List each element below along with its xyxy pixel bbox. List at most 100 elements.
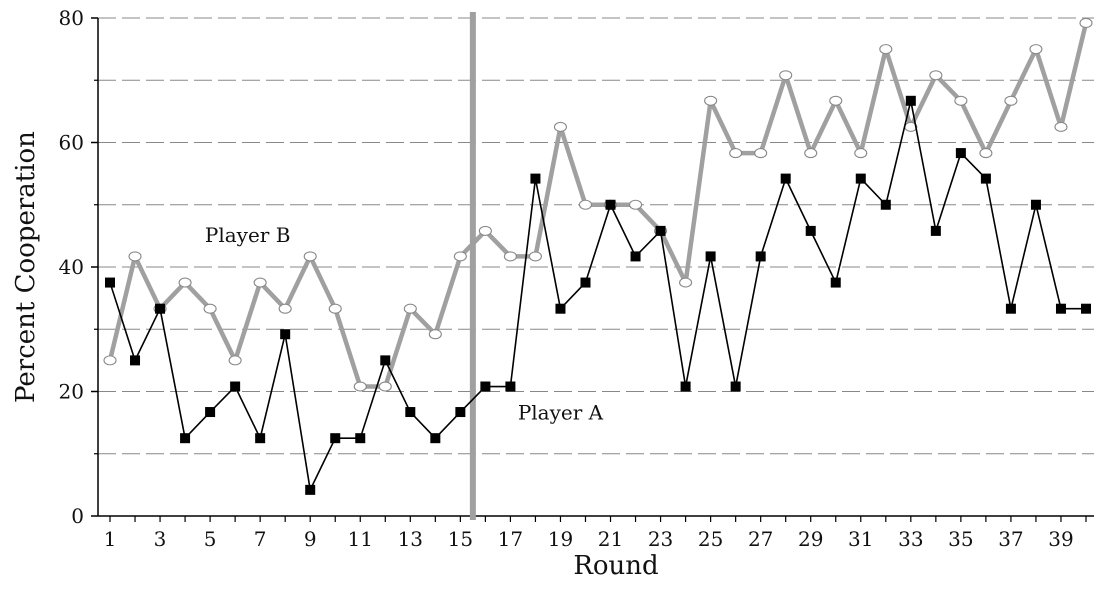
player-a-point — [155, 303, 166, 314]
x-tick-label: 13 — [398, 527, 423, 551]
x-tick-label: 25 — [698, 527, 723, 551]
y-axis-title: Percent Cooperation — [11, 131, 41, 403]
axes — [91, 17, 1094, 522]
player-a-point — [355, 433, 366, 444]
x-tick-label: 7 — [254, 527, 267, 551]
player-b-point — [553, 121, 568, 132]
player-b-point — [704, 95, 718, 106]
player-a-point — [280, 329, 291, 340]
player-a-point — [1005, 303, 1016, 314]
x-tick-label: 37 — [998, 527, 1023, 551]
player-b-point — [203, 303, 217, 314]
player-a-point — [180, 433, 191, 444]
player-a-point — [1081, 303, 1091, 314]
player-b-point — [128, 251, 142, 262]
x-tick-label: 1 — [104, 527, 117, 551]
x-tick-label: 11 — [348, 527, 373, 551]
y-tick-label: 40 — [59, 255, 84, 279]
player-a-point — [805, 225, 816, 236]
player-b-point — [278, 303, 292, 314]
player-b-point — [378, 381, 392, 392]
player-b-line — [107, 22, 1089, 389]
player-b-point — [228, 355, 242, 366]
x-tick-label: 29 — [798, 527, 823, 551]
player-b-point — [353, 381, 367, 392]
x-tick-label: 19 — [548, 527, 573, 551]
player-a-line — [109, 99, 1086, 491]
player-b-point — [478, 225, 492, 236]
x-tick-label: 15 — [448, 527, 473, 551]
x-tick-label: 31 — [848, 527, 873, 551]
player-b-point — [578, 199, 593, 210]
x-tick-label: 39 — [1048, 527, 1073, 551]
player-b-point — [1054, 121, 1068, 132]
player-a-point — [505, 381, 516, 392]
player-b-point — [804, 148, 818, 159]
series — [103, 17, 1093, 495]
player-a-point — [105, 277, 115, 288]
player-b-point — [829, 95, 843, 106]
player-a-point — [655, 225, 666, 236]
player-a-point — [130, 355, 141, 366]
player-a-point — [255, 433, 266, 444]
player-a-point — [955, 148, 966, 159]
player-a-point — [905, 95, 916, 106]
player-b-point — [954, 95, 968, 106]
player-a-point — [780, 173, 791, 184]
player-b-point — [879, 44, 893, 55]
player-b-point — [178, 277, 192, 288]
player-b-point — [1004, 95, 1018, 106]
player-b-point — [1029, 44, 1043, 55]
x-tick-label: 9 — [304, 527, 317, 551]
player-a-point — [330, 433, 341, 444]
player-a-point — [555, 303, 566, 314]
player-a-point — [705, 251, 716, 262]
player-b-point — [979, 148, 993, 159]
x-tick-label: 33 — [898, 527, 923, 551]
player-a-point — [455, 407, 466, 418]
x-tick-label: 21 — [598, 527, 623, 551]
y-tick-label: 60 — [59, 131, 84, 155]
player-b-point — [453, 251, 467, 262]
player-b-point — [403, 303, 417, 314]
x-tick-label: 17 — [498, 527, 523, 551]
y-tick-label: 20 — [59, 380, 84, 404]
player-b-point — [754, 148, 768, 159]
player-b-point — [679, 277, 693, 288]
player-a-point — [855, 173, 866, 184]
player-b-point — [729, 148, 743, 159]
x-tick-label: 27 — [748, 527, 773, 551]
player-a-point — [430, 433, 441, 444]
player-a-point — [980, 173, 991, 184]
player-b-point — [428, 329, 442, 340]
series-annotation: Player A — [518, 401, 604, 425]
player-b-point — [628, 199, 643, 210]
player-b-point — [303, 251, 317, 262]
series-annotation: Player B — [205, 223, 291, 247]
player-a-point — [930, 225, 941, 236]
player-b-point — [528, 251, 542, 262]
player-b-point — [929, 70, 943, 81]
player-a-point — [305, 484, 316, 495]
player-a-point — [680, 381, 691, 392]
player-b-point — [1079, 17, 1093, 29]
player-a-point — [580, 277, 591, 288]
player-a-point — [1055, 303, 1066, 314]
player-a-point — [630, 251, 641, 262]
player-a-point — [605, 199, 616, 210]
y-tick-label: 80 — [59, 6, 84, 30]
x-tick-label: 5 — [204, 527, 217, 551]
x-tick-label: 35 — [948, 527, 973, 551]
player-a-point — [730, 381, 741, 392]
player-a-point — [380, 355, 391, 366]
player-b-point — [328, 303, 342, 314]
x-tick-label: 3 — [154, 527, 167, 551]
player-b-point — [854, 148, 868, 159]
player-a-point — [1030, 199, 1041, 210]
player-a-point — [230, 381, 241, 392]
player-a-point — [480, 381, 491, 392]
player-a-point — [205, 407, 216, 418]
